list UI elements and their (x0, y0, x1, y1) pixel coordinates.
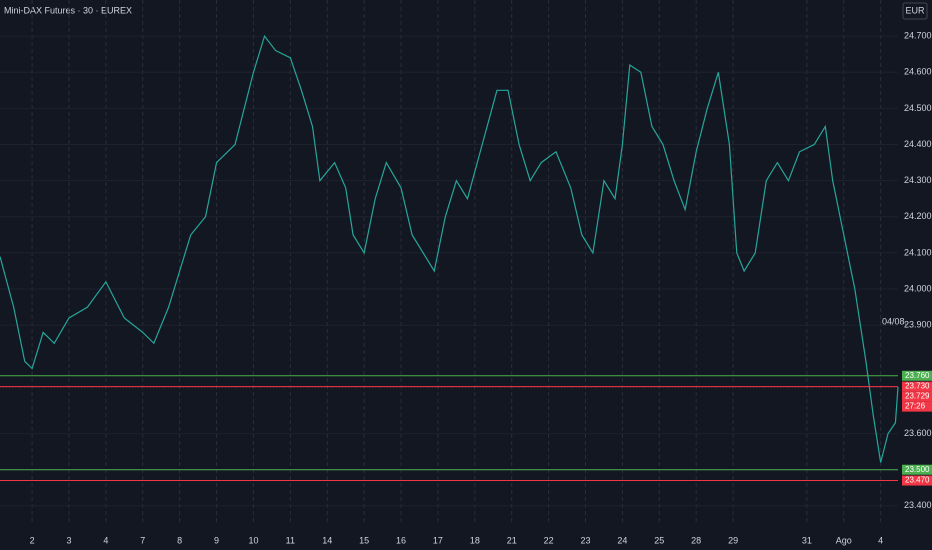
x-tick-label: 28 (691, 535, 701, 545)
y-tick-label: 24.300 (904, 175, 932, 185)
x-tick-label: 11 (286, 535, 295, 545)
currency-box[interactable] (902, 2, 928, 20)
x-tick-label: 29 (728, 535, 738, 545)
annotation: 04/08. (882, 316, 907, 326)
x-tick-label: 23 (581, 535, 591, 545)
x-tick-label: 4 (103, 535, 108, 545)
y-tick-label: 23.400 (904, 500, 932, 510)
price-tag-label: 23.470 (905, 476, 930, 485)
y-tick-label: 24.400 (904, 139, 932, 149)
x-tick-label: 3 (66, 535, 71, 545)
price-tag (902, 464, 932, 475)
x-tick-label: Ago (836, 535, 852, 545)
y-tick-label: 24.500 (904, 103, 932, 113)
x-tick-label: 24 (617, 535, 627, 545)
y-tick-label: 23.600 (904, 428, 932, 438)
price-tag-label: 23.729 (905, 392, 930, 401)
y-tick-label: 24.000 (904, 283, 932, 293)
price-tag (902, 381, 932, 392)
x-tick-label: 4 (878, 535, 883, 545)
price-tag-label: 23.500 (905, 465, 930, 474)
x-tick-label: 9 (214, 535, 219, 545)
x-tick-label: 17 (433, 535, 443, 545)
x-tick-label: 22 (544, 535, 554, 545)
y-tick-label: 24.700 (904, 31, 932, 41)
x-tick-label: 25 (654, 535, 664, 545)
y-tick-label: 24.200 (904, 211, 932, 221)
x-tick-label: 7 (140, 535, 145, 545)
x-tick-label: 31 (802, 535, 812, 545)
x-tick-label: 16 (396, 535, 406, 545)
x-tick-label: 15 (359, 535, 369, 545)
price-tag (902, 391, 932, 402)
x-tick-label: 8 (177, 535, 182, 545)
y-tick-label: 23.900 (904, 320, 932, 330)
x-tick-label: 14 (322, 535, 332, 545)
y-tick-label: 24.600 (904, 67, 932, 77)
x-tick-label: 21 (507, 535, 517, 545)
price-tag (902, 401, 932, 412)
price-tag-label: 23.760 (905, 371, 930, 380)
price-tag (902, 475, 932, 486)
x-tick-label: 10 (248, 535, 258, 545)
currency[interactable]: EUR (905, 5, 925, 15)
price-tag (902, 370, 932, 381)
x-tick-label: 2 (30, 535, 35, 545)
chart-title: Mini-DAX Futures · 30 · EUREX (4, 5, 132, 15)
y-tick-label: 24.100 (904, 247, 932, 257)
price-tag-label: 23.730 (905, 382, 930, 391)
price-tag-label: 27:26 (905, 402, 926, 411)
price-line (0, 34, 899, 463)
x-tick-label: 18 (470, 535, 480, 545)
